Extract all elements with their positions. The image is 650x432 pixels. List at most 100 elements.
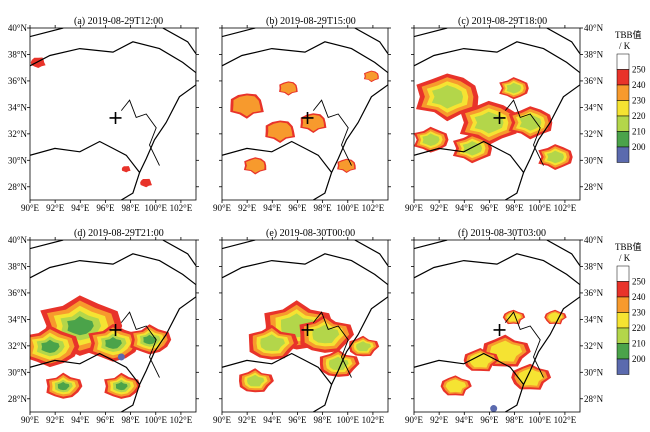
y-tick-label-right: 30°N [584,367,604,377]
map-panel-d: (d) 2019-08-29T21:00 90°E 92°E 94°E 96°E 98°E… [8,228,199,425]
plateau-boundary [222,41,388,200]
panel-title: (e) 2019-08-30T00:00 [266,228,355,239]
map-panel-c: (c) 2019-08-29T18:00 90°E 92°E 94°E 96°E 98°E… [405,16,604,213]
map-frame [29,239,197,413]
tbb-field [222,240,388,412]
colorbar-swatch [616,312,630,329]
colorbar-swatch [616,146,630,163]
y-tick-label-right: 34°N [584,102,604,112]
tbb-field [222,28,388,200]
tbb-contour-2 [233,95,261,117]
colorbar-level-label: 210 [632,127,646,137]
colorbar-level-label: 240 [632,292,646,302]
tbb-field [414,240,580,412]
colorbar-swatch [616,53,630,70]
x-tick-label: 94°E [71,415,90,425]
southern-boundary [222,352,333,385]
colorbar-swatch [616,100,630,117]
y-tick-label-right: 38°N [584,49,604,59]
y-tick-label-right: 30°N [584,155,604,165]
southern-boundary [414,352,525,385]
colorbar-level-label: 250 [632,65,646,75]
colorbar-level-label: 200 [632,142,646,152]
tbb-contour-3 [445,379,467,393]
y-tick-label-right: 32°N [584,341,604,351]
river-line [504,99,544,166]
colorbar-unit: / K [619,253,631,263]
northern-boundary [222,28,388,55]
y-tick-label-left: 36°N [8,76,28,86]
tbb-contour-4 [506,82,522,94]
colorbar-swatch [616,265,630,282]
y-tick-label-right: 28°N [584,182,604,192]
tbb-contour-4 [356,341,371,352]
map-panel-e: (e) 2019-08-30T00:00 90°E 92°E 94°E 96°E 98°E… [213,228,391,425]
map-frame [221,239,389,413]
y-tick-label-left: 36°N [8,288,28,298]
tbb-contour-5 [57,381,70,391]
tbb-contour-3 [506,312,522,322]
map-panel-f: (f) 2019-08-30T03:00 90°E 92°E 94°E 96°E 98°E… [405,228,604,425]
map-panel-a: (a) 2019-08-29T12:00 90°E 92°E 94°E 96°E 98°E… [8,16,199,213]
x-tick-label: 102°E [362,415,385,425]
location-marker-cross [493,323,506,336]
plateau-boundary [414,41,580,200]
colorbar-level-label: 200 [632,354,646,364]
colorbar-swatch [616,131,630,148]
river-line [312,311,352,378]
tbb-contour-4 [431,85,463,109]
x-tick-label: 100°E [144,415,167,425]
colorbar-level-label: 250 [632,277,646,287]
y-tick-label-left: 28°N [8,182,28,192]
y-tick-label-left: 40°N [8,235,28,245]
tbb-field [30,28,196,200]
colorbar-swatch [616,69,630,86]
location-marker-cross [109,323,122,336]
x-tick-label: 102°E [362,203,385,213]
x-tick-label: 96°E [480,415,499,425]
tbb-coldest-core [490,405,498,412]
location-marker-cross [301,323,314,336]
y-tick-label-left: 32°N [8,129,28,139]
tbb-contour-4 [312,324,340,344]
colorbar-swatch [616,296,630,313]
tbb-contour-5 [41,339,60,353]
x-tick-label: 100°E [528,415,551,425]
x-tick-label: 102°E [170,415,193,425]
x-tick-label: 90°E [213,415,232,425]
x-tick-label: 98°E [506,415,525,425]
x-tick-label: 94°E [71,203,90,213]
colorbar-level-label: 240 [632,80,646,90]
plateau-boundary [414,253,580,412]
southern-boundary [30,352,141,385]
x-tick-label: 92°E [430,415,449,425]
map-frame [413,239,581,413]
x-tick-label: 96°E [480,203,499,213]
x-tick-label: 92°E [238,203,257,213]
colorbar-title: TBB值 [615,241,642,252]
tbb-contour-1 [121,166,131,173]
y-tick-label-right: 34°N [584,314,604,324]
x-tick-label: 90°E [405,415,424,425]
y-tick-label-left: 30°N [8,155,28,165]
y-tick-label-left: 38°N [8,261,28,271]
map-background [30,28,196,200]
southern-boundary [222,140,333,173]
x-tick-label: 96°E [96,415,115,425]
plateau-boundary [30,41,196,200]
river-line [120,99,160,166]
northern-boundary [414,240,580,267]
southern-boundary [414,140,525,173]
tbb-contour-4 [247,374,265,387]
tbb-contour-2 [267,122,293,141]
colorbar-swatch [616,84,630,101]
y-tick-label-left: 30°N [8,367,28,377]
tbb-contour-5 [67,316,94,336]
y-tick-label-left: 28°N [8,394,28,404]
colorbar-swatch [616,358,630,375]
northern-boundary [30,240,196,267]
panel-title: (b) 2019-08-29T15:00 [266,16,356,27]
northern-boundary [222,240,388,267]
x-tick-label: 92°E [46,415,65,425]
y-tick-label-right: 38°N [584,261,604,271]
